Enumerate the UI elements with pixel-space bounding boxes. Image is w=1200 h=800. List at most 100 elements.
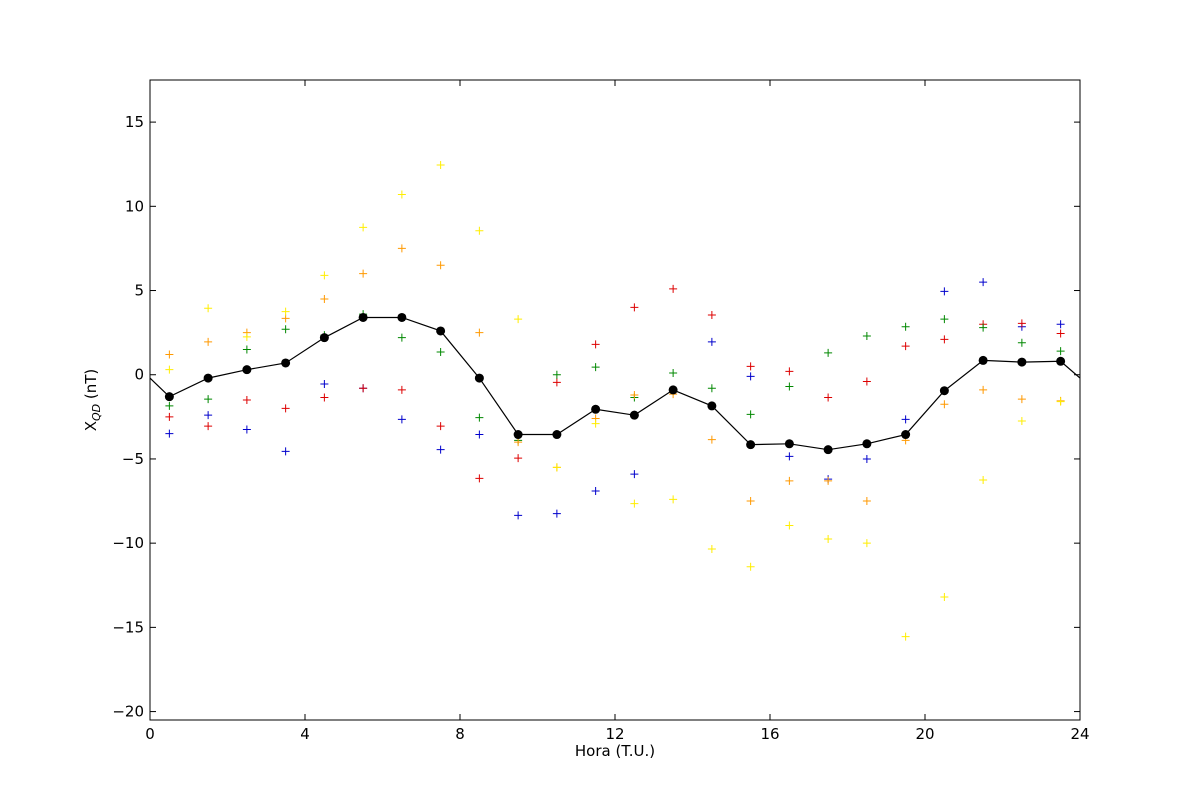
x-tick-label-3: 12: [605, 725, 624, 743]
x-tick-label-4: 16: [760, 725, 779, 743]
scatter-marker-s5-19: [901, 632, 910, 641]
scatter-marker-s1-18: [862, 454, 871, 463]
scatter-marker-s3-17: [824, 348, 833, 357]
scatter-marker-s4-7: [436, 261, 445, 270]
marks-layer: [165, 161, 1065, 641]
scatter-marker-s4-15: [746, 497, 755, 506]
mean-point-22: [1017, 357, 1027, 367]
scatter-marker-s4-20: [940, 400, 949, 409]
scatter-marker-s2-3: [281, 404, 290, 413]
scatter-marker-s5-2: [242, 332, 251, 341]
scatter-marker-s5-21: [979, 476, 988, 484]
scatter-marker-s5-3: [281, 307, 290, 316]
scatter-marker-s3-10: [552, 370, 561, 379]
x-tick-label-2: 8: [455, 725, 465, 743]
scatter-marker-s3-14: [707, 384, 716, 393]
scatter-marker-s4-18: [862, 497, 871, 506]
scatter-marker-s1-10: [552, 509, 561, 518]
scatter-marker-s3-16: [785, 382, 794, 391]
x-tick-label-1: 4: [300, 725, 310, 743]
mean-point-11: [591, 404, 601, 414]
scatter-marker-s2-18: [862, 377, 871, 386]
scatter-marker-s5-5: [359, 223, 368, 232]
scatter-marker-s3-11: [591, 363, 600, 372]
scatter-marker-s1-16: [785, 452, 794, 461]
y-tick-label-4: 0: [134, 366, 144, 384]
y-tick-label-2: −10: [112, 534, 144, 552]
scatter-marker-s1-21: [979, 278, 988, 287]
scatter-marker-s1-14: [707, 337, 716, 346]
scatter-marker-s5-13: [669, 495, 678, 504]
scatter-marker-s2-19: [901, 342, 910, 351]
mean-point-4: [319, 333, 329, 343]
scatter-marker-s2-15: [746, 362, 755, 371]
scatter-marker-s5-7: [436, 161, 445, 170]
scatter-marker-s4-21: [979, 385, 988, 394]
mean-point-7: [436, 326, 446, 336]
scatter-marker-s2-2: [242, 396, 251, 404]
scatter-marker-s5-12: [630, 499, 639, 508]
mean-point-5: [358, 312, 368, 322]
y-axis-label-subscript: QD: [90, 404, 103, 421]
scatter-marker-s5-23: [1056, 397, 1065, 406]
scatter-marker-s4-6: [397, 244, 406, 253]
y-axis-label-unit: (nT): [82, 369, 100, 404]
scatter-marker-s2-1: [204, 422, 213, 431]
mean-point-19: [901, 430, 911, 440]
scatter-marker-s4-9: [514, 438, 523, 447]
scatter-marker-s4-22: [1017, 395, 1026, 404]
scatter-marker-s5-17: [824, 534, 833, 543]
mean-point-16: [784, 439, 794, 449]
mean-point-3: [281, 358, 291, 368]
scatter-marker-s3-18: [862, 332, 871, 340]
scatter-marker-s3-8: [475, 413, 484, 422]
scatter-marker-s1-6: [397, 415, 406, 424]
scatter-marker-s5-22: [1017, 417, 1026, 426]
y-tick-label-1: −15: [112, 618, 144, 636]
mean-point-17: [823, 445, 833, 455]
y-axis-label-main: X: [82, 421, 100, 431]
y-axis-label: XQD (nT): [82, 369, 103, 432]
y-tick-label-6: 10: [125, 197, 144, 215]
scatter-marker-s3-22: [1017, 338, 1026, 347]
scatter-marker-s5-20: [940, 593, 949, 602]
plot-frame: [149, 79, 1081, 721]
mean-point-2: [242, 365, 252, 375]
scatter-marker-s3-1: [204, 395, 213, 404]
y-tick-label-3: −5: [122, 450, 144, 468]
scatter-marker-s3-7: [436, 348, 445, 356]
scatter-marker-s5-16: [785, 521, 794, 530]
scatter-marker-s5-0: [165, 365, 174, 374]
scatter-marker-s1-20: [940, 287, 949, 296]
scatter-marker-s1-8: [475, 430, 484, 439]
scatter-marker-s4-4: [320, 294, 329, 303]
scatter-marker-s1-1: [204, 411, 213, 420]
mean-point-9: [513, 430, 523, 440]
mean-point-0: [164, 392, 174, 402]
mean-point-21: [978, 355, 988, 365]
scatter-marker-s2-9: [514, 454, 523, 463]
mean-point-12: [629, 410, 639, 420]
mean-point-13: [668, 385, 678, 395]
scatter-marker-s2-23: [1056, 329, 1065, 338]
mean-point-8: [474, 373, 484, 383]
scatter-marker-s1-4: [320, 380, 329, 388]
scatter-marker-s3-15: [746, 410, 755, 419]
scatter-marker-s4-3: [281, 314, 290, 323]
scatter-marker-s4-0: [165, 350, 174, 359]
scatter-marker-s5-10: [552, 463, 561, 472]
mean-point-1: [203, 373, 213, 383]
scatter-marker-s2-0: [165, 412, 174, 421]
scatter-marker-s1-7: [436, 445, 445, 454]
scatter-marker-s2-8: [475, 474, 484, 483]
scatter-marker-s5-6: [397, 190, 406, 199]
scatter-marker-s3-2: [242, 345, 251, 354]
y-tick-label-5: 5: [134, 282, 144, 300]
scatter-marker-s2-20: [940, 335, 949, 344]
scatter-marker-s1-0: [165, 429, 174, 438]
mean-point-14: [707, 401, 717, 411]
scatter-marker-s5-11: [591, 419, 600, 428]
y-tick-label-0: −20: [112, 703, 144, 721]
scatter-marker-s2-6: [397, 385, 406, 394]
mean-point-18: [862, 439, 872, 449]
